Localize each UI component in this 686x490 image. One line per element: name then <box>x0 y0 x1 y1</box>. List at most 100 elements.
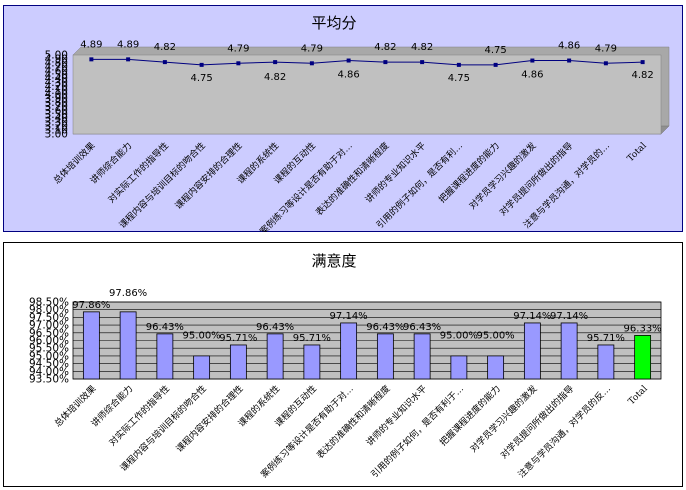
bar <box>376 333 394 380</box>
data-label: 96.43% <box>146 322 184 333</box>
y-tick-label: 3.00 <box>45 129 68 141</box>
bar <box>560 322 578 380</box>
satisfaction-chart: 满意度 93.50% 94.00% 94.50% 95.00% 95.50% 96.00% 9… <box>3 242 683 487</box>
data-label: 96.33% <box>624 323 662 334</box>
data-point <box>640 60 645 65</box>
y-tick-label: 95.50% <box>29 343 69 355</box>
bar <box>119 311 137 380</box>
data-label: 96.43% <box>256 322 294 333</box>
bar <box>229 344 247 380</box>
bar <box>82 311 100 380</box>
chart-title: 平均分 <box>311 14 356 32</box>
y-tick-label: 4.90 <box>45 53 68 65</box>
y-tick-label: 97.00% <box>29 320 69 332</box>
data-label: 4.82 <box>411 42 433 53</box>
data-point <box>126 57 131 62</box>
y-tick-label: 94.50% <box>29 358 69 370</box>
y-tick-label: 3.90 <box>45 93 68 105</box>
data-label: 4.82 <box>264 72 286 83</box>
y-tick-label: 3.60 <box>45 105 68 117</box>
data-label: 97.14% <box>513 311 551 322</box>
bar <box>266 333 284 380</box>
data-point <box>603 61 608 66</box>
y-tick-label: 3.10 <box>45 125 68 137</box>
data-label: 95.71% <box>587 333 625 344</box>
average-score-chart-svg: 平均分 3.003.103.203.303.403.503.603.703.803… <box>3 5 683 232</box>
data-label: 95.00% <box>440 331 478 342</box>
data-label: 4.79 <box>227 43 249 54</box>
data-label: 4.86 <box>337 70 359 81</box>
bar <box>340 322 358 380</box>
data-point <box>162 60 167 65</box>
data-point <box>420 60 425 65</box>
data-point <box>309 61 314 66</box>
bar <box>523 322 541 380</box>
data-label: 95.71% <box>219 333 257 344</box>
y-tick-label: 98.00% <box>29 304 69 316</box>
bar <box>450 355 468 380</box>
data-label: 4.82 <box>154 42 176 53</box>
data-label: 95.00% <box>183 331 221 342</box>
plot-area <box>72 54 662 135</box>
y-tick-label: 3.40 <box>45 113 68 125</box>
data-label: 97.14% <box>330 311 368 322</box>
y-tick-label: 4.40 <box>45 73 68 85</box>
y-tick-label: 4.10 <box>45 85 68 97</box>
y-tick-label: 4.80 <box>45 57 68 69</box>
data-label: 97.14% <box>550 311 588 322</box>
data-label: 4.75 <box>484 45 506 56</box>
average-score-chart: 平均分 3.00 3.10 3.20 3.30 3.40 3.50 3.60 3.70 3.80 3… <box>3 5 683 232</box>
y-tick-label: 4.60 <box>45 65 68 77</box>
y-tick-label: 5.00 <box>45 50 68 62</box>
data-label: 4.75 <box>190 73 212 84</box>
y-tick-label: 93.50% <box>29 374 69 386</box>
y-tick-label: 3.70 <box>45 101 68 113</box>
data-label: 4.86 <box>521 70 543 81</box>
data-point <box>493 62 498 67</box>
data-label: 4.89 <box>80 39 102 50</box>
chart-title: 满意度 <box>311 252 356 270</box>
y-tick-label: 4.70 <box>45 61 68 73</box>
satisfaction-chart-svg: 满意度93.50%94.00%94.50%95.00%95.50%96.00%9… <box>3 242 683 487</box>
data-label: 96.43% <box>366 322 404 333</box>
data-label: 97.86% <box>72 300 110 311</box>
bar <box>413 333 431 380</box>
y-tick-label: 98.50% <box>29 297 69 309</box>
y-tick-label: 4.00 <box>45 89 68 101</box>
total-bar <box>634 335 652 380</box>
y-tick-label: 4.20 <box>45 81 68 93</box>
data-label: 4.82 <box>631 70 653 81</box>
data-point <box>567 58 572 63</box>
data-label: 4.82 <box>374 42 396 53</box>
y-tick-label: 96.00% <box>29 335 69 347</box>
y-tick-label: 4.30 <box>45 77 68 89</box>
data-label: 96.43% <box>403 322 441 333</box>
bar <box>303 344 321 380</box>
data-point <box>273 60 278 65</box>
y-tick-label: 94.00% <box>29 366 69 378</box>
y-tick-label: 3.30 <box>45 117 68 129</box>
data-label: 4.86 <box>558 41 580 52</box>
y-tick-label: 96.50% <box>29 327 69 339</box>
y-tick-label: 95.00% <box>29 350 69 362</box>
data-point <box>89 57 94 62</box>
data-label: 4.75 <box>448 73 470 84</box>
y-tick-label: 3.50 <box>45 109 68 121</box>
data-label: 95.71% <box>293 333 331 344</box>
data-point <box>346 58 351 63</box>
data-point <box>530 58 535 63</box>
y-tick-label: 3.80 <box>45 97 68 109</box>
data-label: 4.79 <box>595 43 617 54</box>
series-line <box>91 58 643 66</box>
y-tick-label: 97.50% <box>29 312 69 324</box>
bar <box>487 355 505 380</box>
data-point <box>199 62 204 67</box>
y-tick-label: 3.20 <box>45 121 68 133</box>
data-point <box>383 60 388 65</box>
bar <box>193 355 211 380</box>
y-tick-label: 4.50 <box>45 69 68 81</box>
data-label: 4.79 <box>301 43 323 54</box>
data-point <box>236 61 241 66</box>
bar <box>597 344 615 380</box>
data-label: 95.00% <box>477 331 515 342</box>
